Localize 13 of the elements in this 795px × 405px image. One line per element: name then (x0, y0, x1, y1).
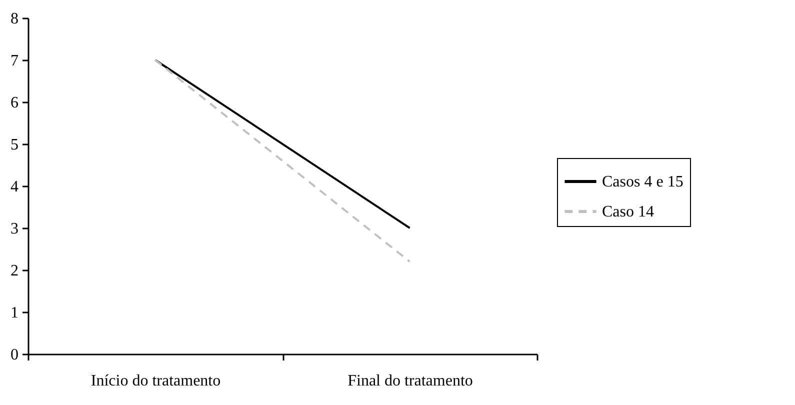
legend-label: Casos 4 e 15 (602, 174, 684, 190)
x-tick-label: Início do tratamento (90, 372, 221, 390)
y-tick-label: 6 (10, 94, 18, 112)
y-tick-label: 4 (10, 178, 18, 196)
y-tick-label: 0 (10, 346, 18, 364)
y-tick-label: 5 (10, 136, 18, 154)
y-tick-label: 8 (10, 10, 18, 28)
legend-label: Caso 14 (602, 204, 654, 220)
y-tick-label: 7 (10, 52, 18, 70)
y-tick-label: 1 (10, 304, 18, 322)
x-tick-label: Final do tratamento (348, 372, 473, 390)
y-tick-label: 2 (10, 262, 18, 280)
y-tick-label: 3 (10, 220, 18, 238)
